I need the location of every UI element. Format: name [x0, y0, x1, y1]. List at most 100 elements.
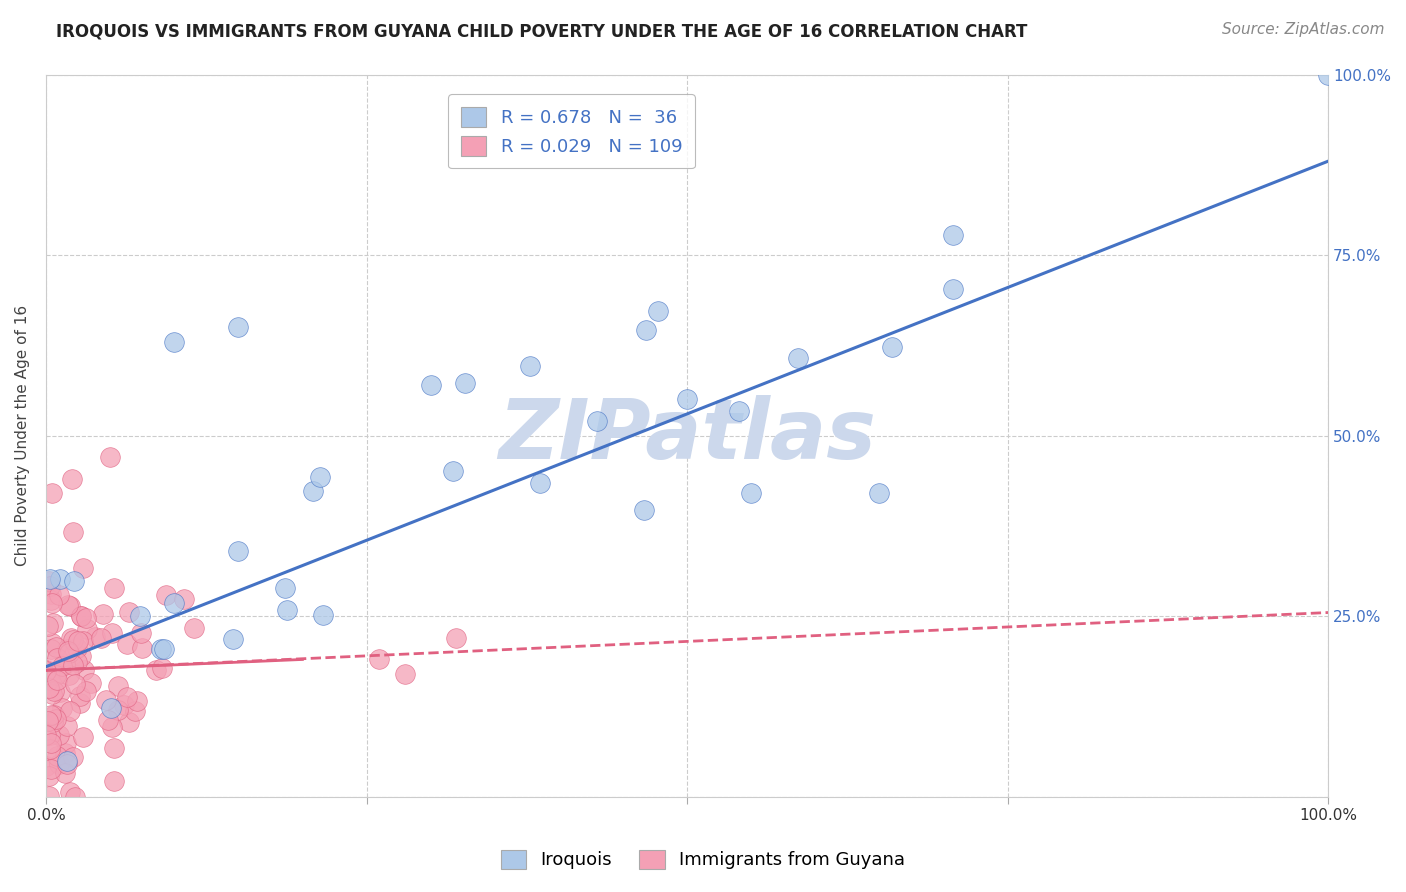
Point	[125, 693, 148, 707]
Point	[62, 633, 84, 648]
Point	[394, 667, 416, 681]
Point	[38, 769, 60, 783]
Point	[115, 637, 138, 651]
Point	[368, 652, 391, 666]
Point	[35, 728, 58, 742]
Point	[274, 581, 297, 595]
Point	[51, 700, 73, 714]
Point	[100, 701, 122, 715]
Point	[80, 675, 103, 690]
Point	[222, 632, 245, 646]
Point	[83, 630, 105, 644]
Point	[42, 715, 65, 730]
Point	[226, 320, 249, 334]
Point	[131, 640, 153, 655]
Point	[59, 599, 82, 613]
Point	[101, 625, 124, 640]
Point	[419, 378, 441, 392]
Point	[69, 608, 91, 623]
Point	[636, 323, 658, 337]
Point	[35, 758, 58, 772]
Point	[868, 486, 890, 500]
Point	[62, 574, 84, 589]
Text: Source: ZipAtlas.com: Source: ZipAtlas.com	[1222, 22, 1385, 37]
Point	[60, 472, 83, 486]
Point	[45, 665, 67, 680]
Point	[163, 334, 186, 349]
Point	[39, 587, 62, 601]
Point	[65, 640, 87, 655]
Point	[152, 641, 174, 656]
Point	[446, 631, 468, 645]
Point	[441, 465, 464, 479]
Point	[145, 663, 167, 677]
Point	[41, 486, 63, 500]
Legend: Iroquois, Immigrants from Guyana: Iroquois, Immigrants from Guyana	[492, 840, 914, 879]
Point	[786, 351, 808, 365]
Point	[69, 696, 91, 710]
Point	[39, 728, 62, 742]
Point	[41, 687, 63, 701]
Point	[519, 359, 541, 374]
Point	[56, 757, 79, 772]
Point	[35, 664, 58, 678]
Point	[39, 572, 62, 586]
Point	[60, 631, 83, 645]
Point	[67, 634, 90, 648]
Point	[38, 579, 60, 593]
Point	[103, 741, 125, 756]
Point	[454, 376, 477, 390]
Point	[89, 631, 111, 645]
Point	[740, 486, 762, 500]
Point	[69, 690, 91, 704]
Point	[727, 404, 749, 418]
Point	[39, 741, 62, 756]
Point	[42, 708, 65, 723]
Point	[1317, 68, 1340, 82]
Point	[55, 736, 77, 750]
Point	[38, 673, 60, 687]
Point	[56, 641, 79, 656]
Point	[39, 708, 62, 723]
Point	[56, 719, 79, 733]
Point	[91, 607, 114, 621]
Point	[633, 503, 655, 517]
Point	[173, 591, 195, 606]
Point	[53, 746, 76, 760]
Point	[37, 619, 59, 633]
Point	[72, 730, 94, 744]
Point	[118, 714, 141, 729]
Text: IROQUOIS VS IMMIGRANTS FROM GUYANA CHILD POVERTY UNDER THE AGE OF 16 CORRELATION: IROQUOIS VS IMMIGRANTS FROM GUYANA CHILD…	[56, 22, 1028, 40]
Point	[103, 774, 125, 789]
Point	[112, 698, 135, 712]
Point	[163, 596, 186, 610]
Point	[103, 581, 125, 595]
Point	[942, 282, 965, 296]
Point	[97, 713, 120, 727]
Point	[226, 544, 249, 558]
Point	[46, 651, 69, 665]
Point	[56, 644, 79, 658]
Point	[155, 588, 177, 602]
Point	[124, 704, 146, 718]
Point	[53, 766, 76, 780]
Point	[39, 762, 62, 776]
Point	[75, 684, 97, 698]
Point	[37, 714, 59, 728]
Point	[150, 642, 173, 657]
Point	[55, 657, 77, 671]
Point	[59, 784, 82, 798]
Point	[75, 611, 97, 625]
Point	[35, 664, 58, 678]
Point	[48, 572, 70, 586]
Point	[65, 789, 87, 804]
Point	[41, 596, 63, 610]
Point	[56, 754, 79, 768]
Point	[118, 605, 141, 619]
Point	[45, 668, 67, 682]
Point	[107, 703, 129, 717]
Text: ZIPatlas: ZIPatlas	[498, 395, 876, 476]
Point	[42, 616, 65, 631]
Point	[51, 659, 73, 673]
Point	[311, 608, 333, 623]
